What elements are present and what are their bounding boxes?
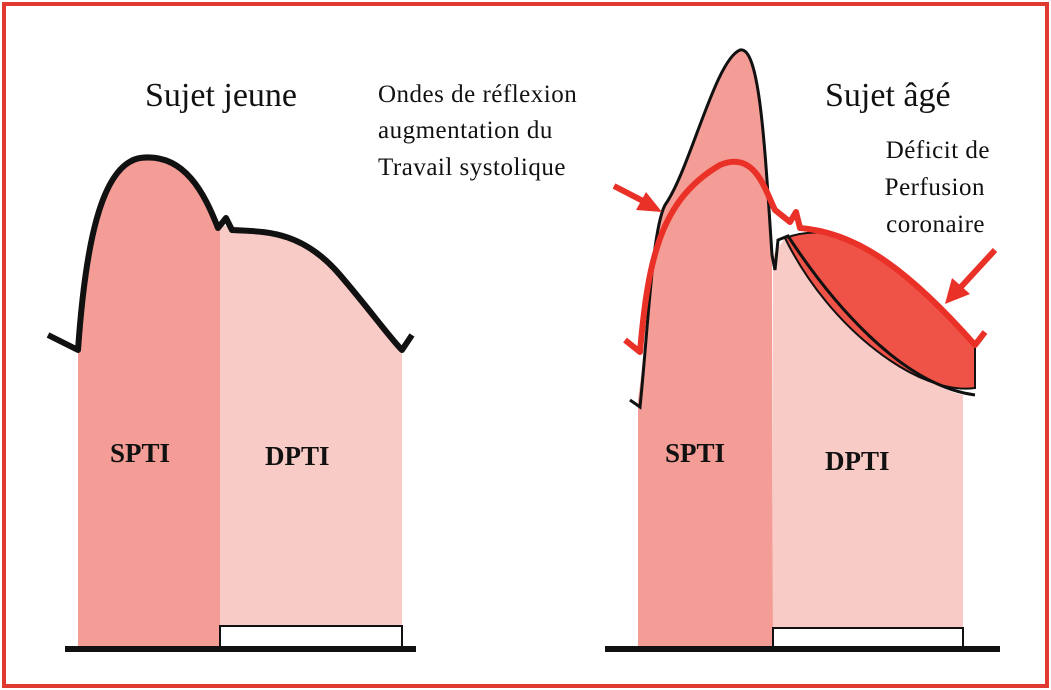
- annotation-line: Perfusion: [885, 174, 985, 201]
- area-label: DPTI: [825, 446, 890, 476]
- pressure-curve: [46, 154, 415, 353]
- diastole-bar: [772, 627, 964, 649]
- dpti-area: [220, 225, 402, 648]
- arrow-head: [945, 278, 970, 304]
- spti-area: [638, 49, 773, 648]
- annotation-line: Travail systolique: [378, 154, 566, 181]
- annotation-line: augmentation du: [378, 117, 553, 144]
- diastole-bar: [219, 625, 403, 649]
- annotation-line: coronaire: [886, 211, 985, 238]
- arrow-head: [636, 192, 662, 212]
- spti-area: [78, 157, 220, 649]
- annotation-line: Ondes de réflexion: [378, 81, 577, 108]
- area-label: SPTI: [110, 438, 170, 468]
- area-label: DPTI: [265, 441, 330, 471]
- young-curve-overlay: [623, 158, 988, 355]
- annotation-line: Déficit de: [886, 137, 990, 164]
- panel-title: Sujet jeune: [145, 77, 297, 114]
- arrow: [957, 247, 998, 291]
- arrow: [612, 183, 647, 205]
- area-label: SPTI: [665, 438, 725, 468]
- dpti-area: [773, 238, 963, 648]
- panel-title: Sujet âgé: [825, 77, 951, 114]
